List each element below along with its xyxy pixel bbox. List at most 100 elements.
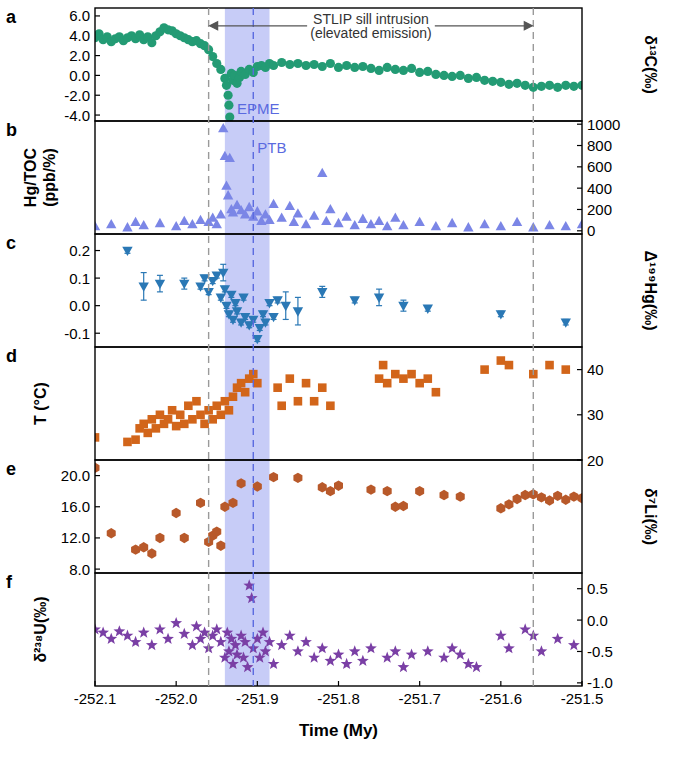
point bbox=[260, 645, 272, 656]
point bbox=[241, 388, 250, 397]
y-axis-label: δ⁷Li(‰) bbox=[642, 488, 659, 545]
point bbox=[191, 620, 203, 631]
point bbox=[293, 59, 302, 68]
y-axis-label: δ²³⁸U(‰) bbox=[32, 596, 49, 662]
panel-frame bbox=[95, 460, 582, 573]
point bbox=[220, 502, 229, 512]
y-tick bbox=[95, 333, 100, 334]
panel-letter: d bbox=[6, 346, 17, 366]
point bbox=[321, 216, 331, 225]
y-tick bbox=[577, 619, 582, 620]
panel-letter: c bbox=[6, 233, 16, 253]
point bbox=[226, 291, 236, 300]
point bbox=[496, 503, 505, 513]
point bbox=[221, 181, 231, 190]
annotation: PTB bbox=[257, 139, 286, 156]
y-tick bbox=[95, 569, 100, 570]
point bbox=[561, 221, 571, 230]
point bbox=[440, 490, 449, 500]
point bbox=[192, 397, 201, 406]
point bbox=[504, 499, 513, 509]
point bbox=[488, 77, 497, 86]
y-tick-label: 0.1 bbox=[69, 270, 90, 287]
point bbox=[130, 217, 140, 226]
error-cap bbox=[283, 291, 289, 292]
point bbox=[172, 422, 181, 431]
data-points bbox=[95, 579, 580, 672]
point bbox=[97, 626, 109, 637]
point bbox=[196, 498, 205, 508]
point bbox=[569, 491, 578, 501]
event-line bbox=[533, 8, 534, 686]
point bbox=[268, 658, 280, 669]
y-tick-label: 2.0 bbox=[69, 47, 90, 64]
point bbox=[131, 435, 140, 444]
point bbox=[95, 221, 100, 230]
point bbox=[227, 658, 239, 669]
point bbox=[471, 661, 483, 672]
x-tick bbox=[257, 681, 258, 686]
point bbox=[326, 59, 335, 68]
point bbox=[164, 415, 173, 424]
point bbox=[537, 82, 546, 91]
point bbox=[568, 639, 580, 650]
x-tick-label: -252.1 bbox=[74, 690, 117, 707]
point bbox=[179, 280, 189, 289]
point bbox=[156, 411, 165, 420]
point bbox=[383, 63, 392, 72]
y-tick-label: -0.5 bbox=[587, 643, 613, 660]
y-tick-label: 20.0 bbox=[61, 467, 90, 484]
point bbox=[276, 213, 286, 222]
point bbox=[253, 379, 262, 388]
point bbox=[269, 61, 278, 70]
y-tick-label: 400 bbox=[587, 180, 612, 197]
data-points bbox=[95, 463, 582, 559]
point bbox=[268, 313, 278, 322]
point bbox=[495, 630, 507, 641]
event-line bbox=[208, 8, 209, 686]
point bbox=[212, 219, 222, 228]
point bbox=[342, 61, 351, 70]
point bbox=[536, 645, 548, 656]
point bbox=[180, 420, 189, 429]
point bbox=[341, 211, 351, 220]
y-tick-label: 0 bbox=[587, 222, 595, 239]
point bbox=[253, 481, 262, 491]
point bbox=[268, 199, 278, 208]
point bbox=[238, 652, 250, 663]
x-tick-label: -251.5 bbox=[561, 690, 604, 707]
arrow-line bbox=[216, 25, 307, 26]
point bbox=[105, 633, 117, 644]
point bbox=[326, 401, 335, 410]
y-tick bbox=[577, 209, 582, 210]
y-tick bbox=[577, 230, 582, 231]
point bbox=[281, 302, 291, 311]
point bbox=[155, 218, 165, 227]
arrow-line bbox=[435, 25, 526, 26]
point bbox=[358, 62, 367, 71]
point bbox=[398, 220, 408, 229]
point bbox=[366, 64, 375, 73]
x-tick-label: -252.0 bbox=[155, 690, 198, 707]
point bbox=[422, 645, 434, 656]
point bbox=[148, 415, 157, 424]
point bbox=[381, 652, 393, 663]
point bbox=[561, 318, 571, 327]
y-tick-label: 4.0 bbox=[69, 27, 90, 44]
y-tick-label: -4.0 bbox=[64, 107, 90, 124]
point bbox=[178, 628, 190, 639]
point bbox=[382, 221, 392, 230]
point bbox=[217, 411, 226, 420]
point bbox=[237, 379, 246, 388]
arrow-head bbox=[524, 22, 532, 30]
y-tick-label: 0.0 bbox=[587, 612, 608, 629]
point bbox=[218, 123, 228, 132]
point bbox=[195, 215, 205, 224]
point bbox=[391, 502, 400, 512]
point bbox=[379, 361, 388, 370]
point bbox=[130, 636, 142, 647]
y-tick-label: 16.0 bbox=[61, 498, 90, 515]
point bbox=[512, 217, 522, 226]
data-points bbox=[95, 123, 582, 231]
y-tick-label: 12.0 bbox=[61, 529, 90, 546]
